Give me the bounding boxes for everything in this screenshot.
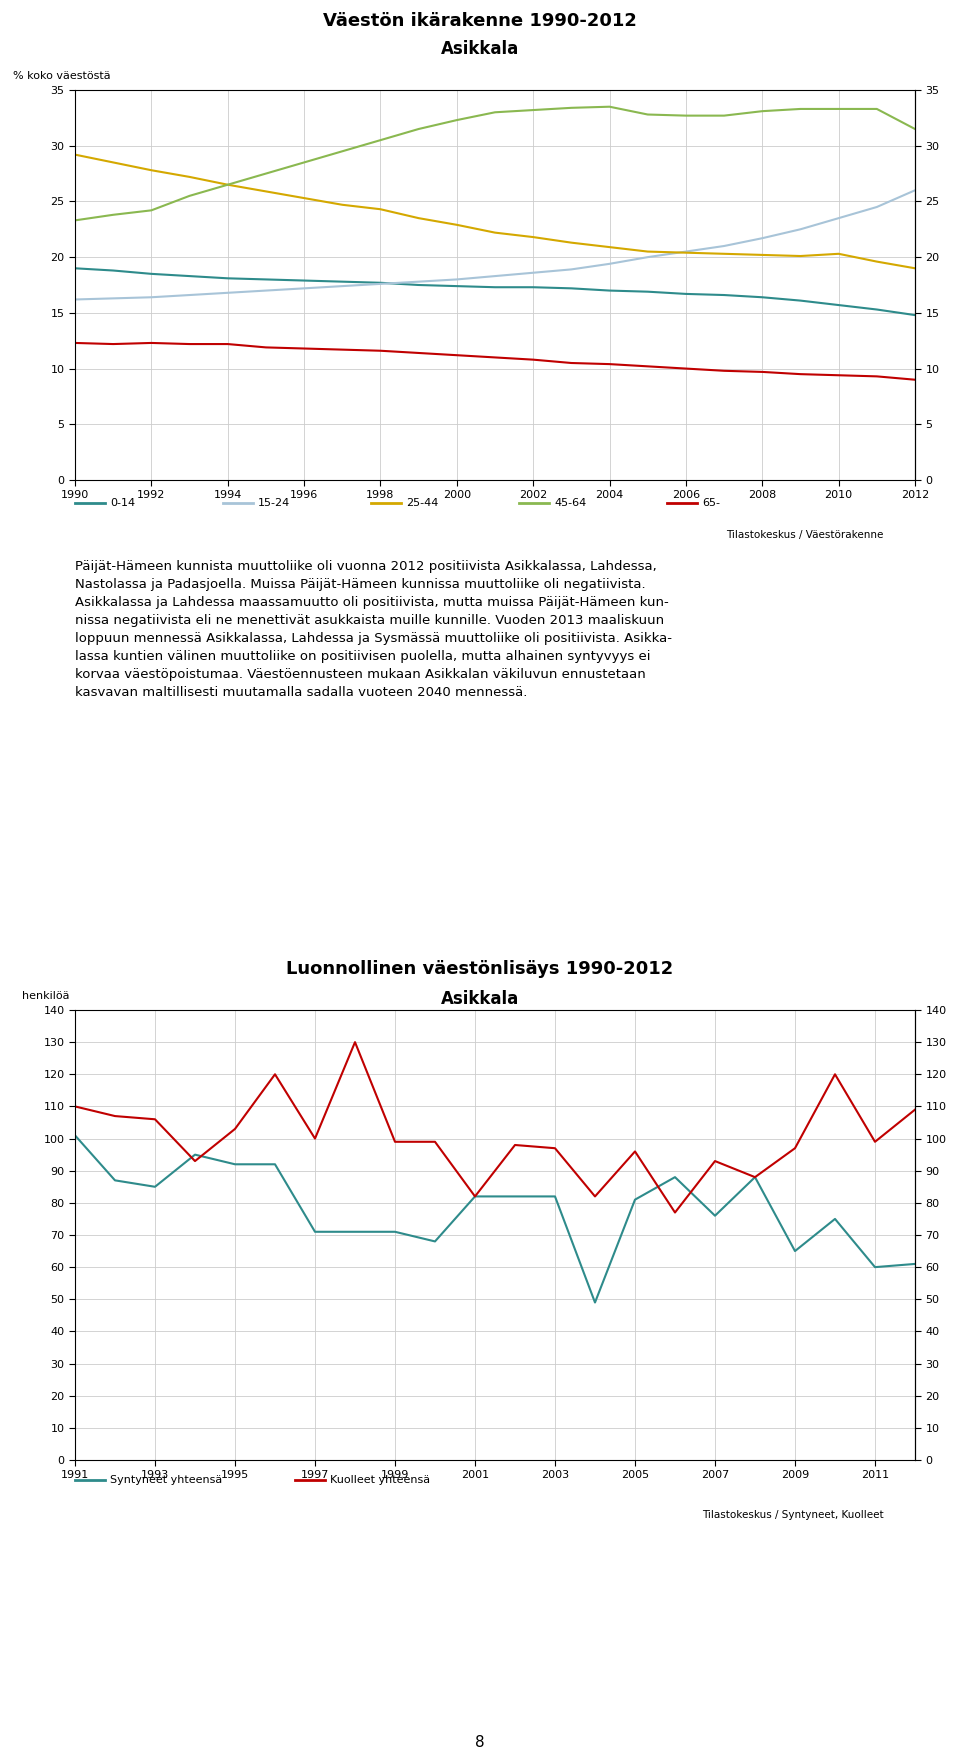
Text: Syntyneet yhteensä: Syntyneet yhteensä [110,1476,223,1484]
Text: Asikkala: Asikkala [441,41,519,58]
Text: lassa kuntien välinen muuttoliike on positiivisen puolella, mutta alhainen synty: lassa kuntien välinen muuttoliike on pos… [75,651,651,663]
Text: 45-64: 45-64 [554,497,587,508]
Text: 15-24: 15-24 [258,497,290,508]
Text: loppuun mennessä Asikkalassa, Lahdessa ja Sysmässä muuttoliike oli positiivista.: loppuun mennessä Asikkalassa, Lahdessa j… [75,631,672,645]
Text: Nastolassa ja Padasjoella. Muissa Päijät-Hämeen kunnissa muuttoliike oli negatii: Nastolassa ja Padasjoella. Muissa Päijät… [75,578,646,591]
Text: 65-: 65- [702,497,720,508]
Text: % koko väestöstä: % koko väestöstä [12,71,110,81]
Text: Asikkalassa ja Lahdessa maassamuutto oli positiivista, mutta muissa Päijät-Hämee: Asikkalassa ja Lahdessa maassamuutto oli… [75,596,669,608]
Text: Tilastokeskus / Syntyneet, Kuolleet: Tilastokeskus / Syntyneet, Kuolleet [702,1509,883,1520]
Text: Päijät-Hämeen kunnista muuttoliike oli vuonna 2012 positiivista Asikkalassa, Lah: Päijät-Hämeen kunnista muuttoliike oli v… [75,561,657,573]
Text: Luonnollinen väestönlisäys 1990-2012: Luonnollinen väestönlisäys 1990-2012 [286,961,674,978]
Text: kasvavan maltillisesti muutamalla sadalla vuoteen 2040 mennessä.: kasvavan maltillisesti muutamalla sadall… [75,686,527,698]
Text: Kuolleet yhteensä: Kuolleet yhteensä [330,1476,430,1484]
Text: 8: 8 [475,1735,485,1751]
Text: Asikkala: Asikkala [441,991,519,1008]
Text: korvaa väestöpoistumaa. Väestöennusteen mukaan Asikkalan väkiluvun ennustetaan: korvaa väestöpoistumaa. Väestöennusteen … [75,668,646,681]
Text: henkilöä: henkilöä [22,991,70,1001]
Text: Väestön ikärakenne 1990-2012: Väestön ikärakenne 1990-2012 [324,12,636,30]
Text: nissa negatiivista eli ne menettivät asukkaista muille kunnille. Vuoden 2013 maa: nissa negatiivista eli ne menettivät asu… [75,614,664,628]
Text: Tilastokeskus / Väestörakenne: Tilastokeskus / Väestörakenne [726,531,883,539]
Text: 25-44: 25-44 [406,497,439,508]
Text: 0-14: 0-14 [110,497,135,508]
